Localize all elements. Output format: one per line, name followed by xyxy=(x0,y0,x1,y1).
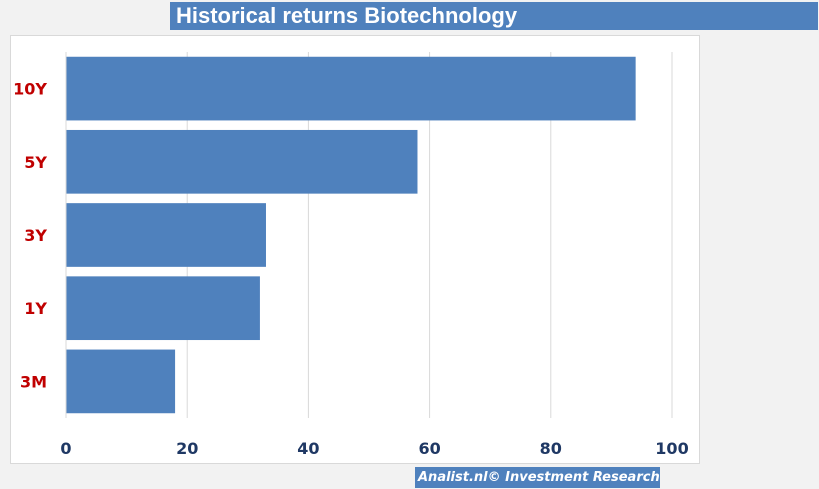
bar-1Y xyxy=(66,276,260,341)
category-label-10Y: 10Y xyxy=(13,80,47,99)
bar-10Y xyxy=(66,56,636,121)
category-label-1Y: 1Y xyxy=(24,299,47,318)
category-label-3Y: 3Y xyxy=(24,226,47,245)
bar-5Y xyxy=(66,129,418,194)
bar-3Y xyxy=(66,203,266,267)
x-tick-label-2: 40 xyxy=(297,439,319,458)
category-label-5Y: 5Y xyxy=(24,153,47,172)
x-tick-label-3: 60 xyxy=(418,439,440,458)
chart-title: Historical returns Biotechnology xyxy=(170,2,818,30)
x-tick-label-4: 80 xyxy=(540,439,562,458)
x-tick-label-0: 0 xyxy=(60,439,71,458)
category-label-3M: 3M xyxy=(20,372,47,391)
x-tick-label-5: 100 xyxy=(655,439,688,458)
bar-3M xyxy=(66,349,176,414)
credit-label: Analist.nl© Investment Research xyxy=(415,467,660,488)
x-tick-label-1: 20 xyxy=(176,439,198,458)
